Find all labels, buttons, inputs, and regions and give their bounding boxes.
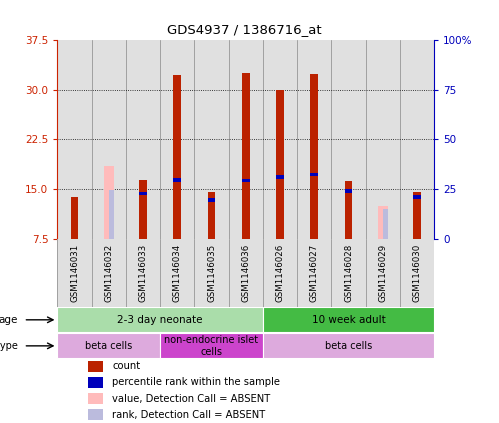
Bar [92,40,126,239]
Bar [310,173,318,176]
Text: value, Detection Call = ABSENT: value, Detection Call = ABSENT [112,393,270,404]
Text: GSM1146036: GSM1146036 [241,244,250,302]
Bar [160,40,195,239]
Bar [208,198,215,202]
Bar [263,333,434,358]
Bar [87,361,103,372]
Bar [378,206,388,239]
Text: GSM1146026: GSM1146026 [275,244,284,302]
Bar [229,40,263,239]
Bar [413,192,421,239]
Text: GSM1146033: GSM1146033 [139,244,148,302]
Bar [195,40,229,239]
Bar [174,178,181,181]
Bar [87,393,103,404]
Bar [87,377,103,388]
Bar [242,73,250,239]
Text: GSM1146030: GSM1146030 [413,244,422,302]
Text: GSM1146034: GSM1146034 [173,244,182,302]
Text: beta cells: beta cells [85,341,132,351]
Text: 10 week adult: 10 week adult [312,315,385,325]
Bar [208,192,215,239]
Bar [276,175,284,179]
Bar [331,40,366,239]
Bar [242,179,250,182]
Text: count: count [112,361,140,371]
Bar [139,192,147,195]
Bar [276,90,284,239]
Text: GSM1146032: GSM1146032 [104,244,113,302]
Text: cell type: cell type [0,341,18,351]
Text: beta cells: beta cells [325,341,372,351]
Bar [109,190,114,239]
Bar [174,75,181,239]
Bar [345,181,352,239]
Text: GSM1146028: GSM1146028 [344,244,353,302]
Bar [160,333,263,358]
Bar [263,40,297,239]
Bar [345,189,352,193]
Bar [366,40,400,239]
Text: GSM1146027: GSM1146027 [310,244,319,302]
Text: GDS4937 / 1386716_at: GDS4937 / 1386716_at [167,23,322,36]
Text: non-endocrine islet
cells: non-endocrine islet cells [165,335,258,357]
Bar [139,180,147,239]
Bar [57,333,160,358]
Bar [413,195,421,199]
Bar [297,40,331,239]
Text: GSM1146031: GSM1146031 [70,244,79,302]
Bar [263,308,434,332]
Bar [57,40,92,239]
Bar [71,197,78,239]
Bar [126,40,160,239]
Text: 2-3 day neonate: 2-3 day neonate [117,315,203,325]
Bar [400,40,434,239]
Text: age: age [0,315,18,325]
Text: percentile rank within the sample: percentile rank within the sample [112,377,280,387]
Bar [104,166,114,239]
Bar [87,409,103,420]
Text: rank, Detection Call = ABSENT: rank, Detection Call = ABSENT [112,410,265,420]
Text: GSM1146035: GSM1146035 [207,244,216,302]
Bar [57,308,263,332]
Bar [383,209,388,239]
Text: GSM1146029: GSM1146029 [378,244,387,302]
Bar [310,74,318,239]
